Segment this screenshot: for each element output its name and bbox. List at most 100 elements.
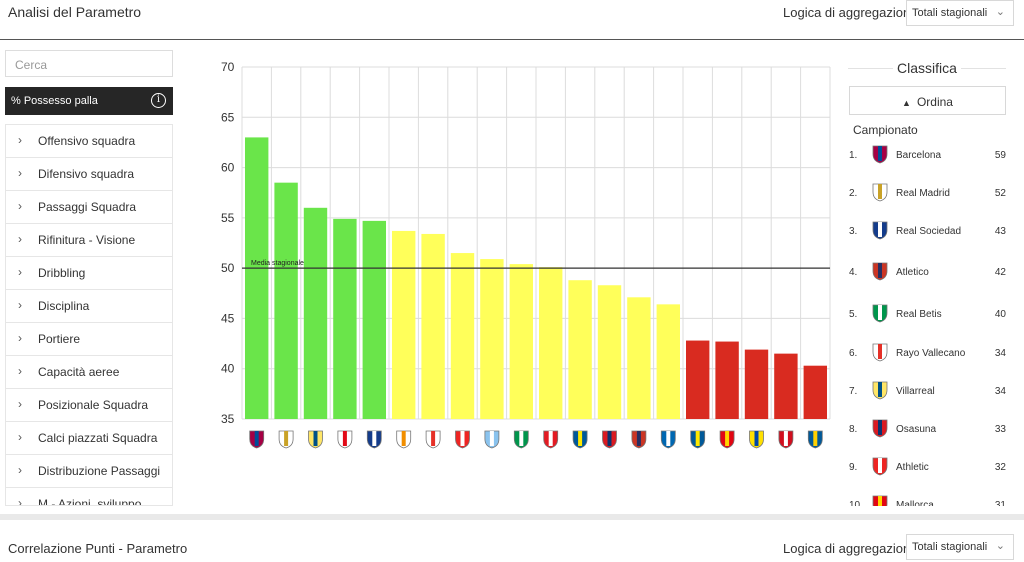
chevron-right-icon: › bbox=[18, 133, 22, 147]
order-button[interactable]: ▲︎ Ordina bbox=[849, 86, 1006, 115]
y-tick-label: 40 bbox=[221, 362, 235, 376]
chevron-right-icon: › bbox=[18, 331, 22, 345]
team-crest-icon bbox=[872, 183, 888, 202]
bar[interactable] bbox=[715, 341, 739, 419]
bar[interactable] bbox=[421, 233, 445, 419]
ranking-row[interactable]: 3. Real Sociedad 43 bbox=[844, 216, 1014, 246]
bar[interactable] bbox=[392, 230, 416, 419]
ranking-row[interactable]: 5. Real Betis 40 bbox=[844, 299, 1014, 329]
menu-item[interactable]: › Difensivo squadra bbox=[6, 158, 172, 191]
ranking-points: 32 bbox=[994, 462, 1006, 473]
ranking-team-name: Barcelona bbox=[896, 150, 942, 161]
team-crest-icon bbox=[308, 430, 323, 449]
menu-item-label: Offensivo squadra bbox=[38, 134, 136, 148]
bar[interactable] bbox=[686, 340, 710, 419]
team-crest-shape bbox=[872, 145, 888, 164]
bar[interactable] bbox=[333, 218, 357, 419]
menu-item[interactable]: › Distribuzione Passaggi bbox=[6, 455, 172, 488]
ranking-position: 5. bbox=[849, 309, 858, 320]
ranking-row[interactable]: 10. Mallorca 31 bbox=[844, 490, 1014, 506]
bar[interactable] bbox=[568, 280, 592, 419]
y-tick-label: 50 bbox=[221, 261, 235, 275]
menu-item[interactable]: › Rifinitura - Visione bbox=[6, 224, 172, 257]
menu-item-label: Distribuzione Passaggi bbox=[38, 464, 161, 478]
team-crest-shape bbox=[872, 419, 888, 438]
ranking-points: 31 bbox=[994, 500, 1006, 506]
bar[interactable] bbox=[509, 264, 533, 419]
sort-icon: ▲︎ bbox=[902, 98, 911, 108]
menu-item-label: Difensivo squadra bbox=[38, 167, 135, 181]
ranking-points: 43 bbox=[994, 226, 1006, 237]
ranking-points: 33 bbox=[994, 424, 1006, 435]
bar[interactable] bbox=[245, 137, 269, 419]
bar[interactable] bbox=[362, 220, 386, 419]
menu-item-label: Calci piazzati Squadra bbox=[38, 431, 158, 445]
info-icon[interactable]: i bbox=[151, 93, 166, 108]
bar[interactable] bbox=[774, 353, 798, 419]
ranking-title-rule bbox=[848, 68, 1006, 69]
bar[interactable] bbox=[803, 365, 827, 419]
team-crest-icon bbox=[366, 430, 382, 449]
y-tick-label: 65 bbox=[221, 110, 235, 124]
ranking-row[interactable]: 6. Rayo Vallecano 34 bbox=[844, 338, 1014, 368]
bar[interactable] bbox=[450, 253, 475, 419]
ranking-position: 3. bbox=[849, 226, 858, 237]
menu-item-label: Dribbling bbox=[38, 266, 86, 280]
menu-item[interactable]: › Offensivo squadra bbox=[6, 125, 172, 158]
y-tick-label: 70 bbox=[221, 60, 235, 74]
team-crest-icon bbox=[690, 430, 706, 449]
menu-item[interactable]: › Calci piazzati Squadra bbox=[6, 422, 172, 455]
selected-parameter-label: % Possesso palla bbox=[11, 95, 98, 107]
ranking-position: 9. bbox=[849, 462, 858, 473]
team-crest-icon bbox=[872, 457, 888, 476]
selected-parameter[interactable]: % Possesso palla i bbox=[5, 87, 173, 115]
team-crest-icon bbox=[543, 430, 559, 449]
ranking-row[interactable]: 1. Barcelona 59 bbox=[844, 140, 1014, 170]
chevron-right-icon: › bbox=[18, 463, 22, 477]
y-tick-label: 45 bbox=[221, 311, 235, 325]
team-crest-shape bbox=[872, 495, 888, 506]
bar[interactable] bbox=[303, 207, 328, 419]
menu-item[interactable]: › M - Azioni, sviluppo bbox=[6, 488, 172, 506]
bar[interactable] bbox=[597, 285, 622, 419]
ranking-row[interactable]: 4. Atletico 42 bbox=[844, 257, 1014, 287]
ranking-points: 34 bbox=[994, 386, 1006, 397]
bar[interactable] bbox=[480, 259, 504, 419]
team-crest-icon bbox=[872, 262, 888, 281]
team-crest-icon bbox=[396, 430, 412, 449]
correlation-panel: Correlazione Punti - Parametro Logica di… bbox=[0, 520, 1024, 562]
bar[interactable] bbox=[627, 297, 651, 419]
ranking-row[interactable]: 8. Osasuna 33 bbox=[844, 414, 1014, 444]
top-header: Analisi del Parametro Logica di aggregaz… bbox=[0, 0, 1024, 40]
search-input[interactable]: Cerca bbox=[5, 50, 173, 77]
menu-item[interactable]: › Portiere bbox=[6, 323, 172, 356]
ranking-position: 1. bbox=[849, 150, 858, 161]
team-crest-icon bbox=[807, 430, 823, 449]
bar[interactable] bbox=[539, 267, 563, 419]
ranking-points: 52 bbox=[994, 188, 1006, 199]
ranking-row[interactable]: 7. Villarreal 34 bbox=[844, 376, 1014, 406]
order-button-label: Ordina bbox=[916, 95, 953, 109]
bar[interactable] bbox=[656, 304, 680, 419]
y-tick-label: 60 bbox=[221, 161, 235, 175]
menu-item[interactable]: › Capacità aeree bbox=[6, 356, 172, 389]
chevron-right-icon: › bbox=[18, 496, 22, 506]
ranking-row[interactable]: 9. Athletic 32 bbox=[844, 452, 1014, 482]
team-crest-icon bbox=[872, 381, 888, 400]
aggregation-select[interactable]: Totali stagionali ⌄ bbox=[906, 0, 1014, 26]
menu-item-label: Capacità aeree bbox=[38, 365, 120, 379]
team-crest-icon bbox=[278, 430, 294, 449]
menu-item[interactable]: › Disciplina bbox=[6, 290, 172, 323]
bar[interactable] bbox=[274, 182, 298, 419]
bar[interactable] bbox=[744, 349, 769, 419]
menu-item[interactable]: › Posizionale Squadra bbox=[6, 389, 172, 422]
ranking-row[interactable]: 2. Real Madrid 52 bbox=[844, 178, 1014, 208]
chevron-right-icon: › bbox=[18, 265, 22, 279]
chevron-right-icon: › bbox=[18, 397, 22, 411]
ranking-points: 42 bbox=[994, 267, 1006, 278]
ranking-position: 2. bbox=[849, 188, 858, 199]
menu-item[interactable]: › Dribbling bbox=[6, 257, 172, 290]
menu-item[interactable]: › Passaggi Squadra bbox=[6, 191, 172, 224]
correlation-aggregation-select[interactable]: Totali stagionali ⌄ bbox=[906, 534, 1014, 560]
team-crest-icon bbox=[631, 430, 647, 449]
